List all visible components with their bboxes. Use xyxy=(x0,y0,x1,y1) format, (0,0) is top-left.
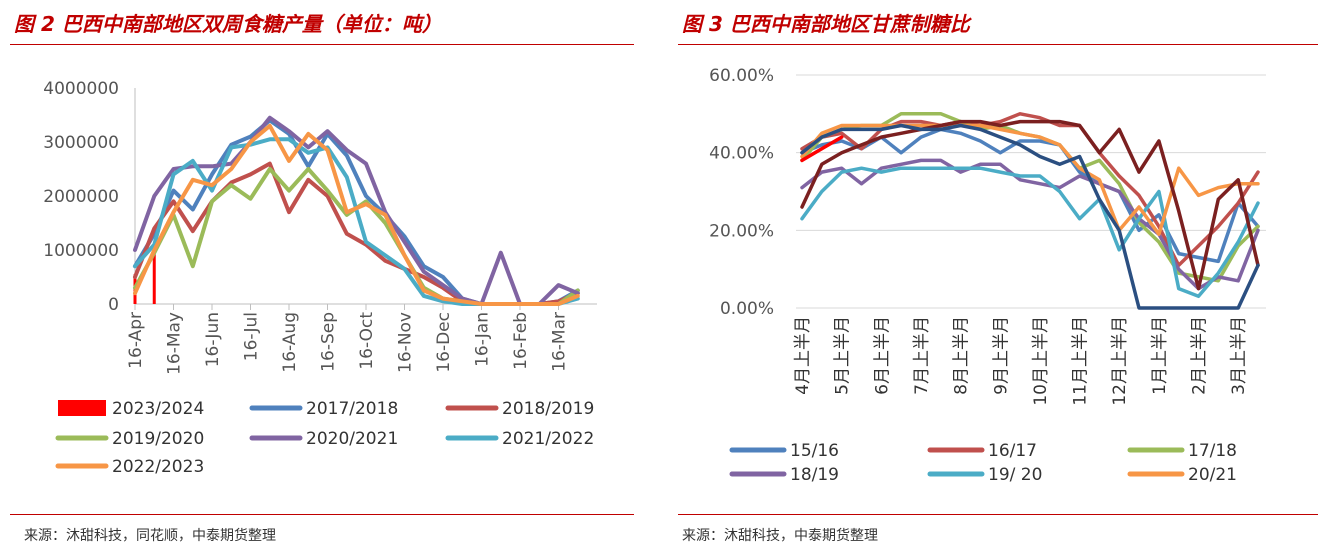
legend-label: 19/ 20 xyxy=(988,465,1042,485)
x-tick-label: 16-Jul xyxy=(242,312,262,361)
series-line-18-19 xyxy=(800,158,1260,291)
x-tick-label: 5月上半月 xyxy=(833,316,853,395)
x-tick-label: 2月上半月 xyxy=(1190,316,1210,395)
right-title-rule xyxy=(678,44,1318,45)
x-tick-label: 7月上半月 xyxy=(912,316,932,395)
series-line-unlabeled-8 xyxy=(800,123,1260,310)
legend-label: 2017/2018 xyxy=(306,399,398,419)
y-tick-label: 20.00% xyxy=(709,221,774,241)
legend-label: 15/16 xyxy=(790,441,839,461)
y-tick-label: 0 xyxy=(108,295,119,315)
right-source-note: 来源：沐甜科技，中泰期货整理 xyxy=(682,528,878,544)
legend-label: 2020/2021 xyxy=(306,429,398,449)
y-tick-label: 40.00% xyxy=(709,144,774,164)
x-tick-label: 16-Sep xyxy=(319,312,339,372)
x-tick-label: 16-May xyxy=(165,312,185,375)
legend-label: 20/21 xyxy=(1188,465,1237,485)
x-tick-label: 10月上半月 xyxy=(1031,316,1051,406)
left-chart-panel: 图 2 巴西中南部地区双周食糖产量（单位：吨） 0 1000000 2000000 3… xyxy=(0,0,640,552)
x-tick-label: 6月上半月 xyxy=(872,316,892,395)
right-chart-title: 图 3 巴西中南部地区甘蔗制糖比 xyxy=(682,12,970,36)
legend-swatch xyxy=(58,400,106,416)
x-tick-label: 3月上半月 xyxy=(1229,316,1249,395)
legend-label: 18/19 xyxy=(790,465,839,485)
right-chart-panel: 图 3 巴西中南部地区甘蔗制糖比 0.00% 20.00% 40.00% 60.00%… xyxy=(668,0,1318,552)
left-chart-title: 图 2 巴西中南部地区双周食糖产量（单位：吨） xyxy=(14,12,442,36)
x-tick-label: 16-Aug xyxy=(280,312,300,373)
left-source-rule xyxy=(10,514,634,515)
x-tick-label: 16-Jun xyxy=(203,312,223,367)
series-line-16-17 xyxy=(800,112,1260,268)
legend-label: 2019/2020 xyxy=(112,429,204,449)
x-tick-label: 16-Feb xyxy=(511,312,531,370)
legend-label: 2022/2023 xyxy=(112,457,204,477)
x-tick-label: 8月上半月 xyxy=(952,316,972,395)
series-line-21-22 xyxy=(800,119,1260,291)
legend-label: 2021/2022 xyxy=(502,429,594,449)
series-line-unlabeled-7 xyxy=(800,135,844,163)
series-line-2022-2023 xyxy=(133,123,580,306)
x-tick-label: 1月上半月 xyxy=(1150,316,1170,395)
left-source-note: 来源：沐甜科技，同花顺，中泰期货整理 xyxy=(24,528,276,544)
y-tick-label: 0.00% xyxy=(720,299,774,319)
x-tick-label: 4月上半月 xyxy=(793,316,813,395)
y-tick-label: 3000000 xyxy=(43,133,119,153)
bar-2023-2024 xyxy=(152,250,156,304)
x-tick-label: 12月上半月 xyxy=(1110,316,1130,406)
right-source-rule xyxy=(678,514,1318,515)
y-tick-label: 1000000 xyxy=(43,241,119,261)
x-tick-label: 16-Oct xyxy=(357,312,377,370)
legend-label: 2023/2024 xyxy=(112,399,204,419)
right-chart-svg: 0.00% 20.00% 40.00% 60.00% 4月上半月 5月上半月 6月上半月 7月… xyxy=(709,66,1266,485)
x-tick-label: 16-Nov xyxy=(396,312,416,373)
left-title-rule xyxy=(10,44,634,45)
y-tick-label: 4000000 xyxy=(43,79,119,99)
legend-label: 17/18 xyxy=(1188,441,1237,461)
legend-label: 16/17 xyxy=(988,441,1037,461)
x-tick-label: 16-Mar xyxy=(550,312,570,372)
y-tick-label: 60.00% xyxy=(709,66,774,86)
series-line-20-21 xyxy=(800,123,1260,236)
x-tick-label: 16-Jan xyxy=(473,312,493,367)
y-tick-label: 2000000 xyxy=(43,187,119,207)
left-chart-svg: 0 1000000 2000000 3000000 4000000 16-Apr 16-Ma… xyxy=(43,79,597,477)
series-line-2020-2021 xyxy=(133,115,580,306)
legend-label: 2018/2019 xyxy=(502,399,594,419)
series-line-19--20 xyxy=(800,166,1260,299)
x-tick-label: 16-Dec xyxy=(434,312,454,373)
x-tick-label: 16-Apr xyxy=(126,312,146,369)
x-tick-label: 9月上半月 xyxy=(991,316,1011,395)
x-tick-label: 11月上半月 xyxy=(1071,316,1091,406)
